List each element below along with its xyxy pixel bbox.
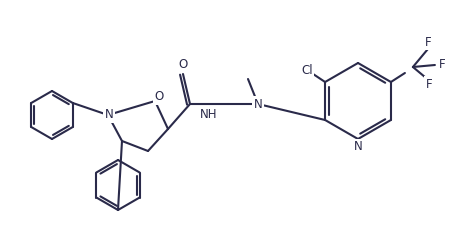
Text: N: N — [354, 141, 363, 153]
Text: N: N — [254, 98, 262, 111]
Text: Cl: Cl — [301, 63, 313, 76]
Text: F: F — [425, 77, 432, 90]
Text: O: O — [178, 57, 188, 71]
Text: F: F — [439, 58, 445, 71]
Text: NH: NH — [200, 107, 218, 120]
Text: O: O — [154, 90, 164, 104]
Text: F: F — [424, 35, 431, 49]
Text: N: N — [105, 109, 113, 122]
